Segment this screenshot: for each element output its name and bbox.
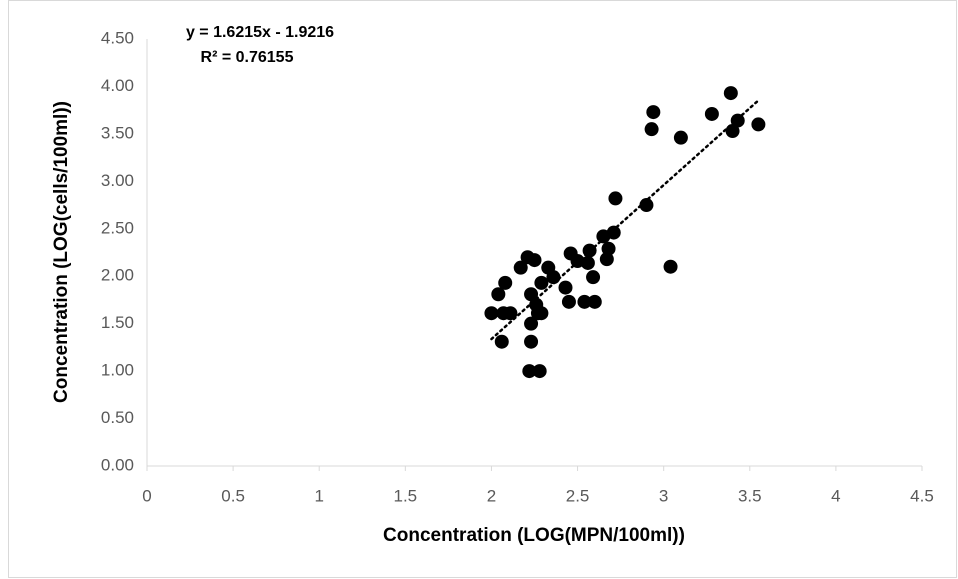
data-point (524, 287, 539, 302)
y-tick-label: 3.50 (101, 123, 134, 142)
data-point (527, 253, 542, 268)
data-point (534, 275, 549, 290)
data-point (663, 259, 678, 274)
data-point (751, 117, 766, 132)
x-tick-label: 1 (314, 486, 323, 505)
data-point (730, 113, 745, 128)
x-tick-label: 4 (831, 486, 840, 505)
data-point (558, 280, 573, 295)
y-tick-label: 0.00 (101, 455, 134, 474)
x-tick-label: 0.5 (221, 486, 245, 505)
data-point (582, 243, 597, 258)
data-point (577, 294, 592, 309)
y-tick-label: 4.00 (101, 76, 134, 95)
y-tick-label: 1.50 (101, 313, 134, 332)
data-point (534, 306, 549, 321)
chart-border (8, 0, 957, 578)
y-tick-label: 0.50 (101, 408, 134, 427)
data-point (561, 294, 576, 309)
data-point (606, 225, 621, 240)
y-axis-title: Concentration (LOG(cells/100ml)) (51, 101, 72, 403)
data-point (491, 287, 506, 302)
y-tick-label: 1.00 (101, 361, 134, 380)
data-point (644, 122, 659, 137)
data-point (673, 130, 688, 145)
data-point (546, 270, 561, 285)
data-point (498, 275, 513, 290)
x-tick-label: 0 (142, 486, 151, 505)
data-point (524, 316, 539, 331)
data-point (580, 255, 595, 270)
x-tick-label: 3.5 (738, 486, 762, 505)
x-tick-label: 4.5 (910, 486, 934, 505)
data-point (484, 306, 499, 321)
data-point (725, 124, 740, 139)
x-tick-label: 1.5 (394, 486, 418, 505)
y-tick-label: 3.00 (101, 171, 134, 190)
data-point (601, 241, 616, 256)
data-point (503, 306, 518, 321)
data-point (532, 364, 547, 379)
y-tick-label: 2.00 (101, 266, 134, 285)
data-point (513, 260, 528, 275)
trend-equation: y = 1.6215x - 1.9216 (186, 24, 334, 41)
data-point (494, 334, 509, 349)
x-axis-title: Concentration (LOG(MPN/100ml)) (383, 525, 685, 546)
y-tick-label: 2.50 (101, 218, 134, 237)
data-point (586, 270, 601, 285)
data-point (646, 105, 661, 120)
data-point (639, 198, 654, 213)
x-tick-label: 3 (659, 486, 668, 505)
data-point (524, 334, 539, 349)
data-point (570, 254, 585, 269)
data-point (599, 252, 614, 267)
data-point (608, 191, 623, 206)
x-tick-label: 2.5 (566, 486, 590, 505)
trend-r-squared: R² = 0.76155 (201, 49, 294, 66)
x-tick-label: 2 (487, 486, 496, 505)
data-point (587, 294, 602, 309)
data-point (522, 364, 537, 379)
data-point (704, 106, 719, 121)
y-tick-label: 4.50 (101, 28, 134, 47)
data-point (723, 86, 738, 101)
